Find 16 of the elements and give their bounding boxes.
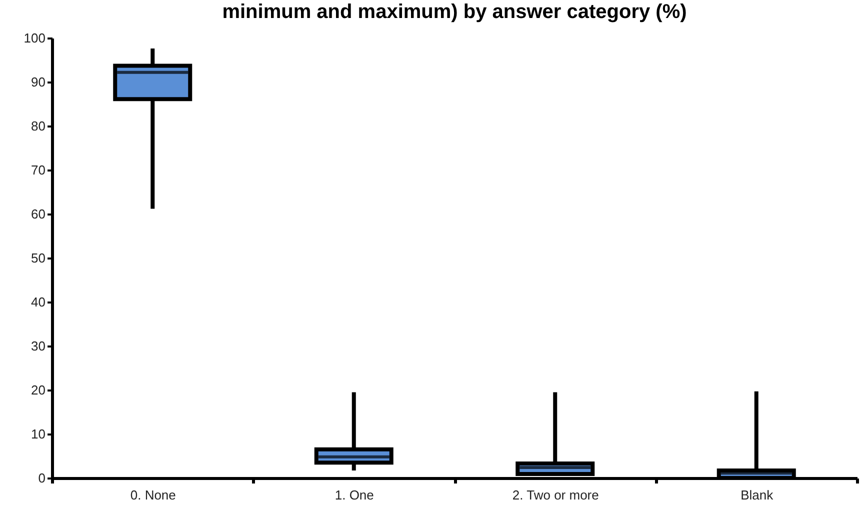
x-tick-label: 2. Two or more — [512, 488, 599, 502]
y-tick-label: 40 — [31, 294, 46, 310]
y-tick-label: 10 — [31, 426, 46, 442]
y-tick-label: 100 — [24, 30, 46, 46]
x-tick-label: 0. None — [130, 488, 176, 502]
y-tick-label: 20 — [31, 382, 46, 398]
y-tick-label: 50 — [31, 250, 46, 266]
chart-title: minimum and maximum) by answer category (%) — [222, 1, 687, 23]
x-tick-label: 1. One — [334, 488, 374, 502]
y-tick-label: 0 — [38, 470, 46, 486]
x-tick-label: Blank — [740, 488, 774, 502]
y-tick-label: 90 — [31, 74, 46, 90]
y-tick-label: 80 — [31, 118, 46, 134]
y-tick-label: 70 — [31, 162, 46, 178]
y-tick-label: 60 — [31, 206, 46, 222]
y-tick-label: 30 — [31, 338, 46, 354]
